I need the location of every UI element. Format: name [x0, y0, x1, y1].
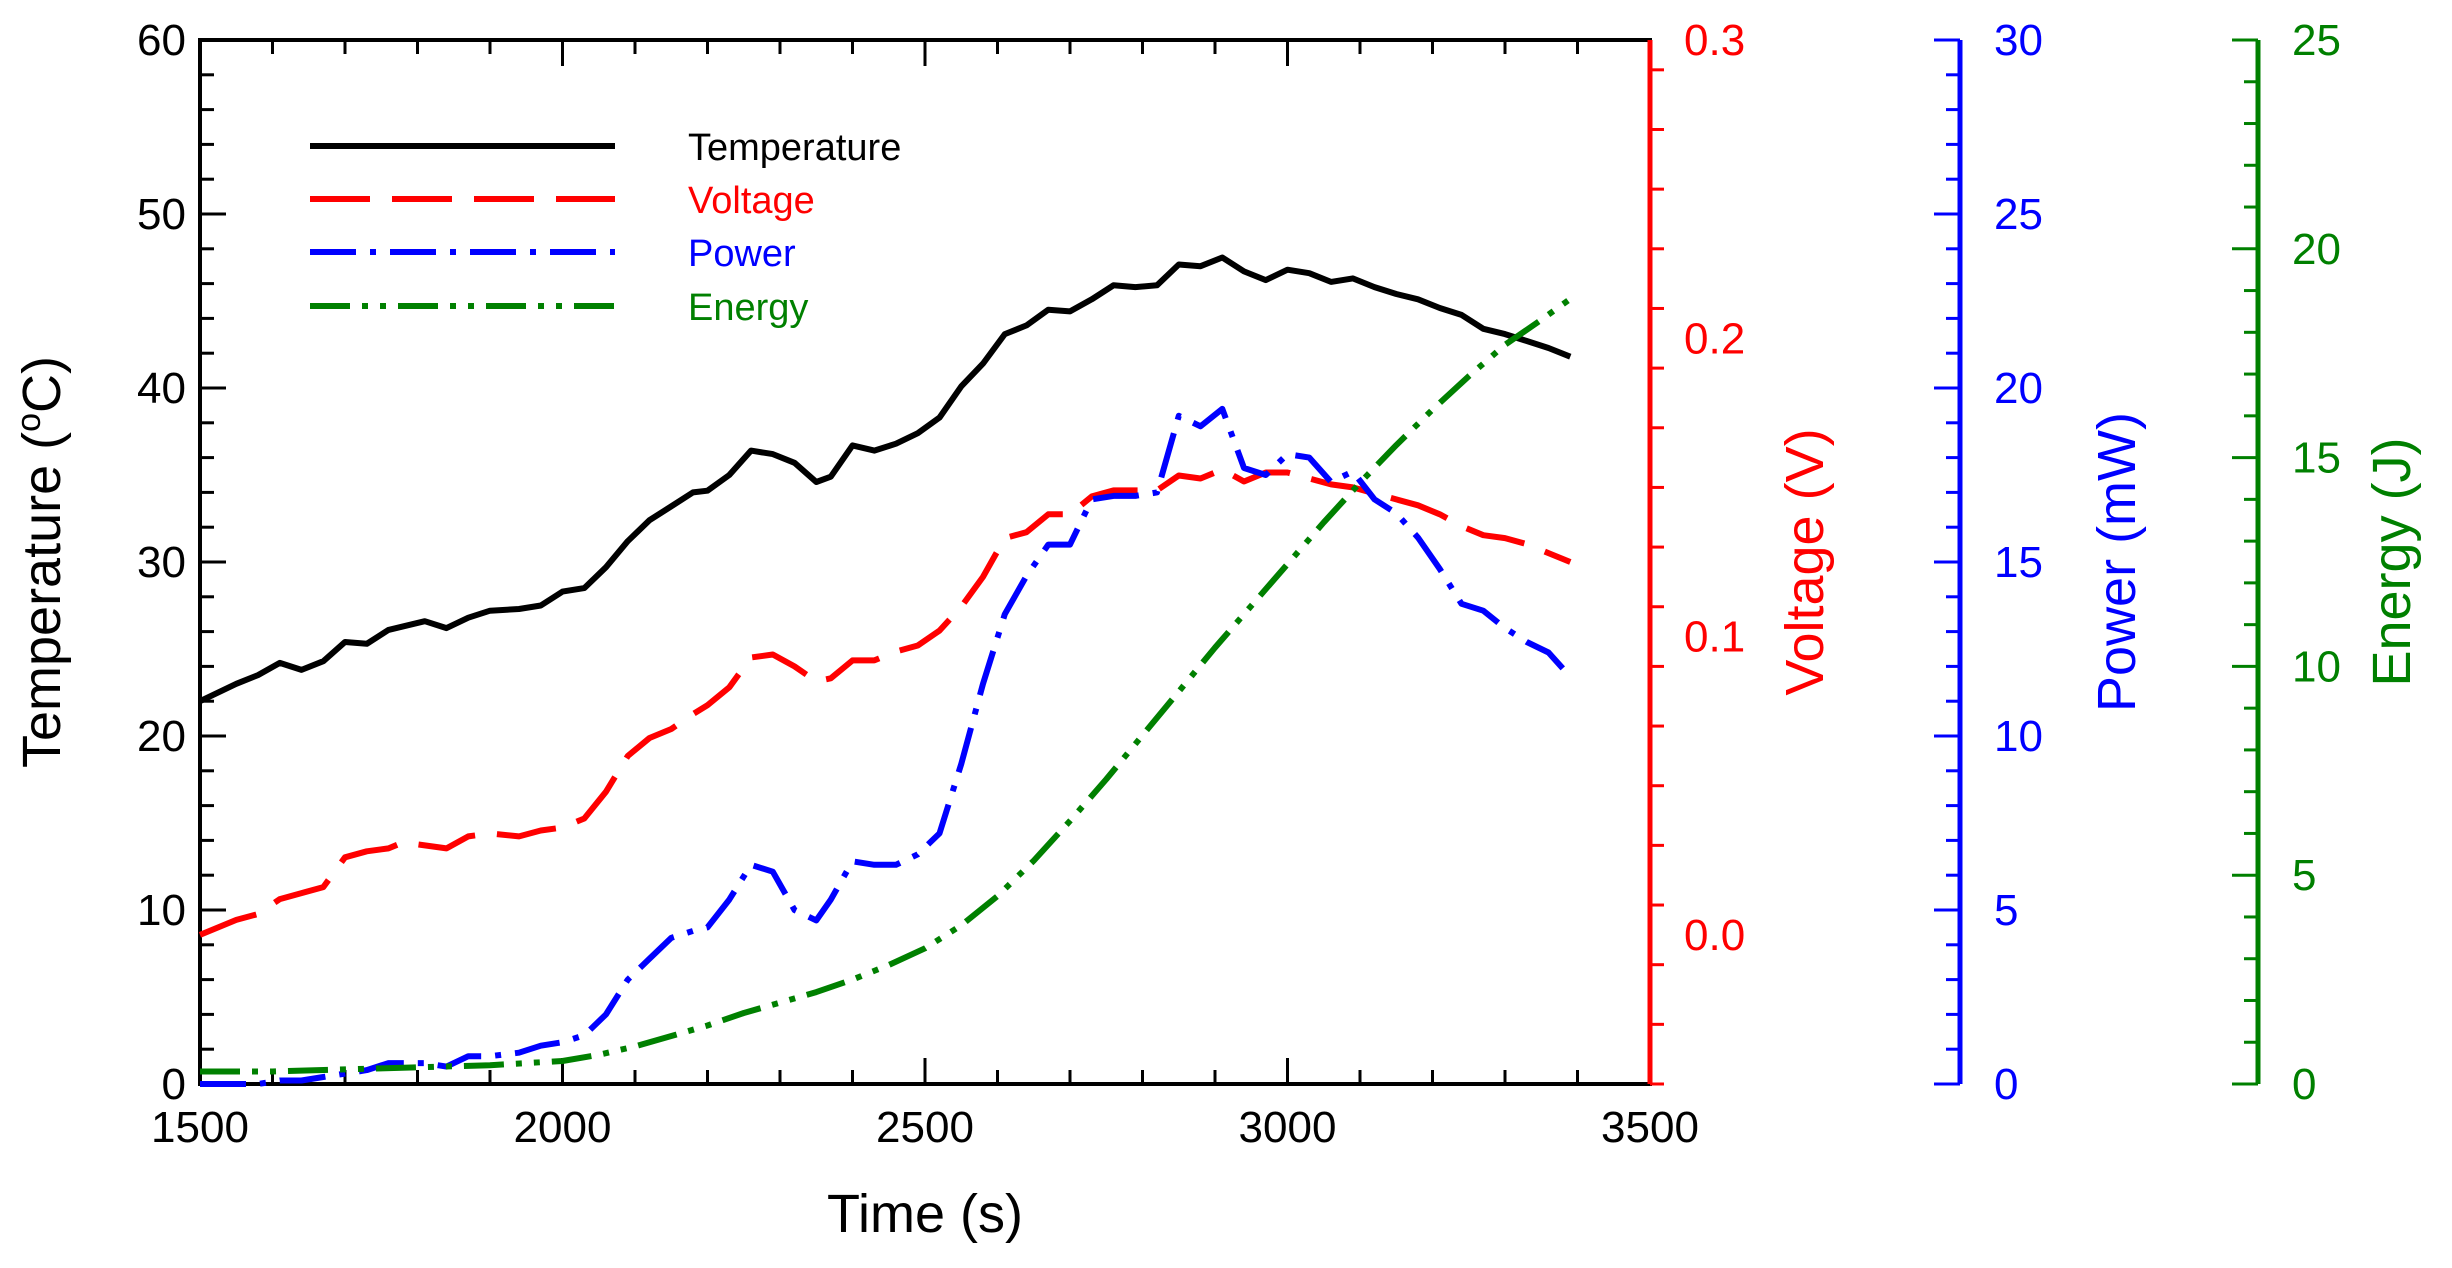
legend-label-power: Power: [688, 233, 796, 275]
temperature-tick-label: 50: [137, 190, 186, 239]
x-tick-label: 2000: [514, 1103, 612, 1152]
legend-label-voltage: Voltage: [688, 180, 815, 222]
energy-tick-label: 25: [2292, 16, 2341, 65]
temperature-axis-label-sup: o: [10, 413, 48, 432]
legend: Temperature Voltage Power Energy: [310, 127, 901, 329]
x-axis-label: Time (s): [827, 1184, 1023, 1244]
x-tick-label: 3000: [1239, 1103, 1337, 1152]
series-lines: [198, 254, 1573, 1087]
voltage-tick-label: 0.3: [1684, 16, 1745, 65]
energy-tick-label: 20: [2292, 225, 2341, 274]
series-line-power: [200, 405, 1573, 1087]
axes-ticks: 1500 2000 2500 3000 350001020304050600.00.10…: [137, 16, 2341, 1152]
temperature-tick-label: 20: [137, 712, 186, 761]
power-tick-label: 10: [1994, 712, 2043, 761]
temperature-tick-label: 40: [137, 364, 186, 413]
temperature-axis-label: Temperature (oC): [10, 356, 72, 768]
temperature-tick-label: 0: [162, 1060, 186, 1109]
energy-tick-label: 0: [2292, 1060, 2316, 1109]
energy-tick-label: 10: [2292, 642, 2341, 691]
temperature-axis-label-prefix: Temperature (: [12, 432, 72, 768]
series-line-voltage: [198, 466, 1572, 938]
temperature-axis-label-suffix: C): [12, 356, 72, 413]
power-tick-label: 5: [1994, 886, 2018, 935]
x-tick-label: 2500: [876, 1103, 974, 1152]
temperature-tick-label: 60: [137, 16, 186, 65]
power-tick-label: 25: [1994, 190, 2043, 239]
power-tick-label: 30: [1994, 16, 2043, 65]
power-tick-label: 20: [1994, 364, 2043, 413]
voltage-tick-label: 0.1: [1684, 613, 1745, 662]
series-line-energy: [200, 296, 1573, 1075]
power-tick-label: 0: [1994, 1060, 2018, 1109]
voltage-tick-label: 0.2: [1684, 314, 1745, 363]
voltage-tick-label: 0.0: [1684, 911, 1745, 960]
legend-label-energy: Energy: [688, 287, 808, 329]
temperature-tick-label: 10: [137, 886, 186, 935]
voltage-axis-label: Voltage (V): [1775, 428, 1835, 695]
energy-axis-label: Energy (J): [2362, 437, 2422, 686]
legend-label-temperature: Temperature: [688, 127, 901, 169]
energy-tick-label: 15: [2292, 434, 2341, 483]
series-line-temperature: [198, 254, 1572, 704]
temperature-tick-label: 30: [137, 538, 186, 587]
x-tick-label: 3500: [1601, 1103, 1699, 1152]
power-tick-label: 15: [1994, 538, 2043, 587]
x-tick-label: 1500: [151, 1103, 249, 1152]
energy-tick-label: 5: [2292, 851, 2316, 900]
power-axis-label: Power (mW): [2087, 412, 2147, 712]
